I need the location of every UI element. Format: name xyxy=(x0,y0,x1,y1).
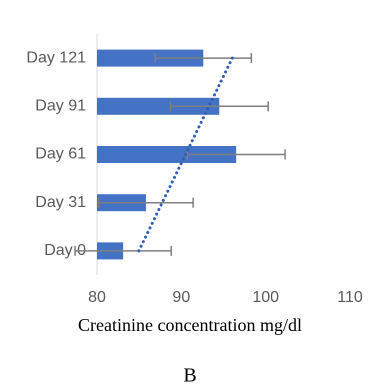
y-tick-label: Day 61 xyxy=(35,146,86,163)
panel-label: B xyxy=(183,365,196,387)
x-tick-label: 80 xyxy=(88,289,106,306)
trendline xyxy=(137,56,234,253)
y-tick-label: Day 31 xyxy=(35,194,86,211)
x-tick-label: 90 xyxy=(172,289,190,306)
error-bar xyxy=(154,53,253,64)
error-bar xyxy=(97,197,194,208)
y-tick-label: Day 91 xyxy=(35,98,86,115)
y-tick-label: Day 121 xyxy=(26,49,86,66)
bar xyxy=(97,97,220,115)
x-tick-label: 100 xyxy=(252,289,279,306)
x-axis-label: Creatinine concentration mg/dl xyxy=(78,315,302,335)
error-bar xyxy=(74,245,172,256)
error-bar xyxy=(169,101,269,112)
bar xyxy=(97,146,237,163)
x-tick-label: 110 xyxy=(337,289,363,306)
bar xyxy=(97,49,204,67)
